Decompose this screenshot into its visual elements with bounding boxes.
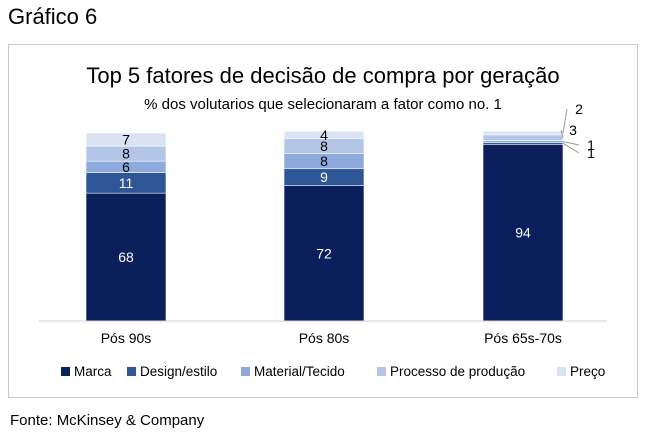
bar-pos-80s-marca	[283, 185, 365, 322]
figure-heading: Gráfico 6	[8, 4, 98, 29]
data-label-pos-90s-design-estilo: 11	[119, 175, 134, 191]
legend-swatch-preco	[557, 367, 566, 376]
data-label-pos-90s-material-tecido: 6	[122, 159, 130, 175]
callout-line-preco	[562, 108, 568, 134]
data-label-pos-80s-marca: 72	[316, 245, 332, 261]
data-label-pos-80s-material-tecido: 8	[320, 153, 328, 169]
callout-line-design-estilo	[562, 142, 580, 154]
chart-subtitle: % dos volutarios que selecionaram a fato…	[144, 96, 502, 113]
legend-swatch-design-estilo	[127, 367, 136, 376]
callout-line-processo-de-producao	[560, 129, 564, 138]
legend-label-material-tecido: Material/Tecido	[254, 364, 345, 379]
legend-label-processo-de-producao: Processo de produção	[390, 364, 525, 379]
legend-label-preco: Preço	[570, 364, 605, 379]
data-label-pos-65s-70s-processo-de-producao: 3	[569, 122, 577, 138]
bars-group	[85, 130, 564, 322]
data-label-pos-65s-70s-preco: 2	[575, 101, 583, 117]
data-label-pos-90s-processo-de-producao: 8	[122, 146, 130, 162]
legend: Marca Design/estilo Material/Tecido Process…	[61, 364, 605, 379]
bar-pos-90s-marca	[85, 192, 167, 322]
bar-pos-80s-preco	[283, 130, 365, 139]
legend-swatch-processo-de-producao	[377, 367, 386, 376]
data-label-pos-90s-preco: 7	[122, 132, 130, 148]
bar-pos-65s-70s-preco	[482, 130, 564, 136]
chart-title: Top 5 fatores de decisão de compra por g…	[86, 63, 559, 88]
data-label-pos-90s-marca: 68	[118, 249, 134, 265]
data-label-pos-65s-70s-material-tecido: 1	[587, 137, 595, 153]
callout-line-material-tecido	[562, 141, 580, 146]
data-label-pos-80s-design-estilo: 9	[320, 169, 328, 185]
source-note: Fonte: McKinsey & Company	[10, 412, 205, 429]
legend-label-design-estilo: Design/estilo	[140, 364, 217, 379]
bar-pos-65s-70s-marca	[482, 143, 564, 322]
data-label-pos-80s-preco: 4	[320, 127, 328, 143]
bar-pos-65s-70s-processo-de-producao	[482, 134, 564, 141]
legend-swatch-marca	[61, 367, 70, 376]
data-label-pos-80s-processo-de-producao: 8	[320, 138, 328, 154]
legend-swatch-material-tecido	[241, 367, 250, 376]
data-label-pos-65s-70s-marca: 94	[515, 225, 531, 241]
x-tick-pos-80s: Pós 80s	[299, 330, 350, 346]
x-tick-pos-90s: Pós 90s	[101, 330, 152, 346]
chart-frame: Top 5 fatores de decisão de compra por g…	[8, 44, 638, 398]
data-label-pos-65s-70s-design-estilo: 1	[587, 145, 595, 161]
x-tick-pos-65s-70s: Pós 65s-70s	[484, 330, 562, 346]
bar-pos-90s-preco	[85, 132, 167, 147]
x-tick-labels-group: Pós 90s Pós 80s Pós 65s-70s	[101, 330, 562, 346]
legend-label-marca: Marca	[74, 364, 112, 379]
chart-svg: Top 5 fatores de decisão de compra por g…	[39, 63, 607, 379]
